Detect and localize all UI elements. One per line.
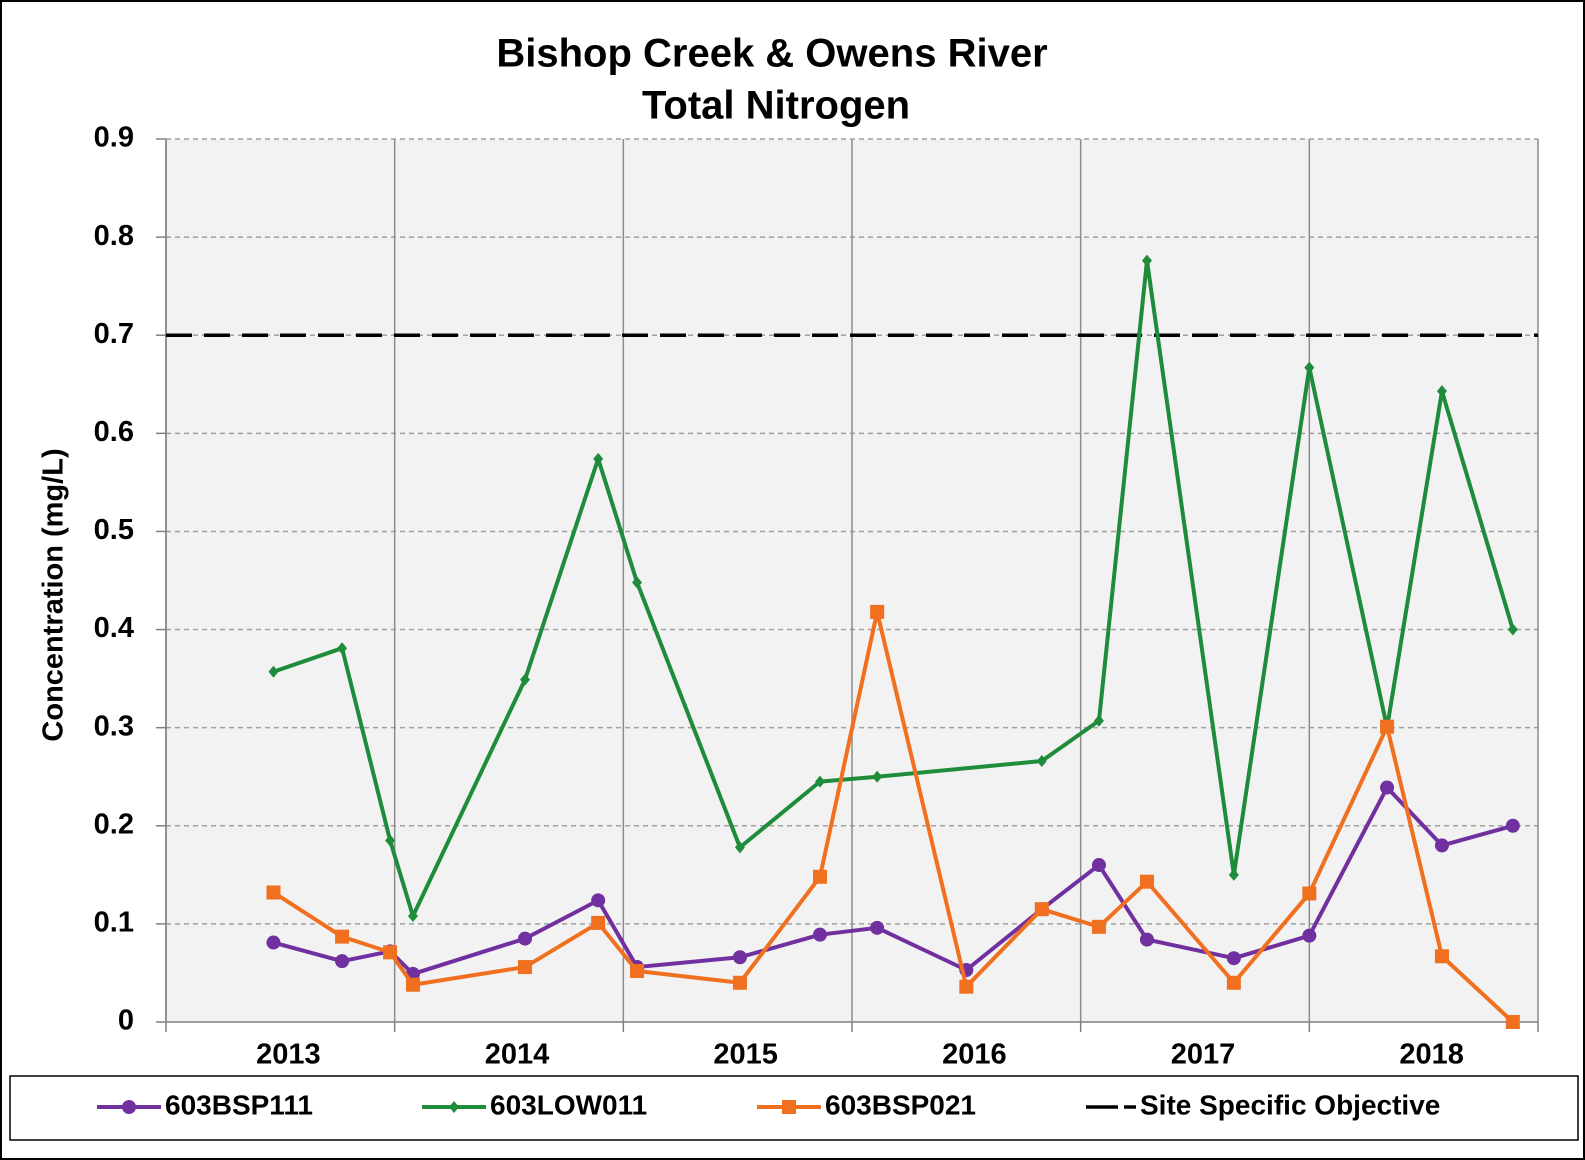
marker: [591, 893, 606, 908]
marker: [266, 935, 281, 950]
x-tick-label: 2018: [1399, 1039, 1464, 1071]
x-tick-label: 2015: [713, 1039, 778, 1071]
marker: [632, 576, 643, 589]
chart-title: Bishop Creek & Owens River: [496, 32, 1047, 76]
marker: [1304, 361, 1315, 374]
marker: [1226, 951, 1241, 966]
marker: [872, 770, 883, 783]
marker: [266, 885, 281, 900]
marker: [518, 931, 533, 946]
marker: [591, 915, 606, 930]
marker: [337, 642, 348, 655]
marker: [1380, 780, 1395, 795]
marker: [1034, 902, 1049, 917]
marker: [1434, 949, 1449, 964]
marker: [1139, 874, 1154, 889]
marker: [814, 775, 825, 788]
marker: [268, 665, 279, 678]
y-axis-label: Concentration (mg/L): [38, 448, 70, 741]
marker: [1228, 868, 1239, 881]
marker: [385, 834, 396, 847]
y-tick-label: 0.2: [94, 808, 134, 840]
legend-label: 603BSP111: [165, 1089, 313, 1120]
marker: [1505, 818, 1520, 833]
chart-title: Total Nitrogen: [642, 84, 910, 128]
marker: [593, 452, 604, 465]
marker: [734, 841, 745, 854]
marker: [1436, 385, 1447, 398]
y-tick-label: 0.7: [94, 318, 134, 350]
marker: [1505, 1015, 1520, 1029]
marker: [1036, 755, 1047, 768]
marker: [1139, 932, 1154, 947]
marker: [1380, 719, 1395, 734]
marker: [1091, 919, 1106, 934]
y-tick-label: 0.1: [94, 907, 134, 939]
x-tick-label: 2014: [485, 1039, 550, 1071]
x-tick-label: 2016: [942, 1039, 1007, 1071]
marker: [122, 1100, 136, 1114]
marker: [1507, 623, 1518, 636]
marker: [449, 1101, 459, 1113]
y-tick-label: 0.8: [94, 220, 134, 252]
marker: [335, 929, 350, 944]
marker: [335, 954, 350, 969]
marker: [520, 673, 531, 686]
marker: [1302, 928, 1317, 943]
marker: [870, 604, 885, 619]
x-tick-label: 2013: [256, 1039, 321, 1071]
marker: [1091, 858, 1106, 873]
marker: [732, 975, 747, 990]
marker: [812, 927, 827, 942]
legend-label: 603BSP021: [825, 1089, 976, 1120]
marker: [1093, 714, 1104, 727]
y-tick-label: 0.3: [94, 710, 134, 742]
marker: [782, 1100, 796, 1114]
y-tick-label: 0.5: [94, 514, 134, 546]
marker: [1434, 838, 1449, 853]
marker: [959, 979, 974, 994]
y-tick-label: 0.6: [94, 416, 134, 448]
marker: [383, 945, 398, 960]
legend-label: Site Specific Objective: [1140, 1089, 1440, 1120]
marker: [732, 950, 747, 965]
marker: [870, 920, 885, 935]
marker: [630, 963, 645, 978]
legend-label: 603LOW011: [490, 1089, 647, 1120]
y-tick-label: 0.4: [94, 612, 134, 644]
marker: [407, 910, 418, 923]
x-tick-label: 2017: [1171, 1039, 1236, 1071]
series-line: [272, 258, 1515, 919]
marker: [812, 869, 827, 884]
marker: [1141, 254, 1152, 267]
marker: [1226, 975, 1241, 990]
marker: [518, 960, 533, 975]
y-tick-label: 0.9: [94, 122, 134, 154]
marker: [405, 977, 420, 992]
y-tick-label: 0: [118, 1005, 134, 1037]
marker: [1302, 886, 1317, 901]
